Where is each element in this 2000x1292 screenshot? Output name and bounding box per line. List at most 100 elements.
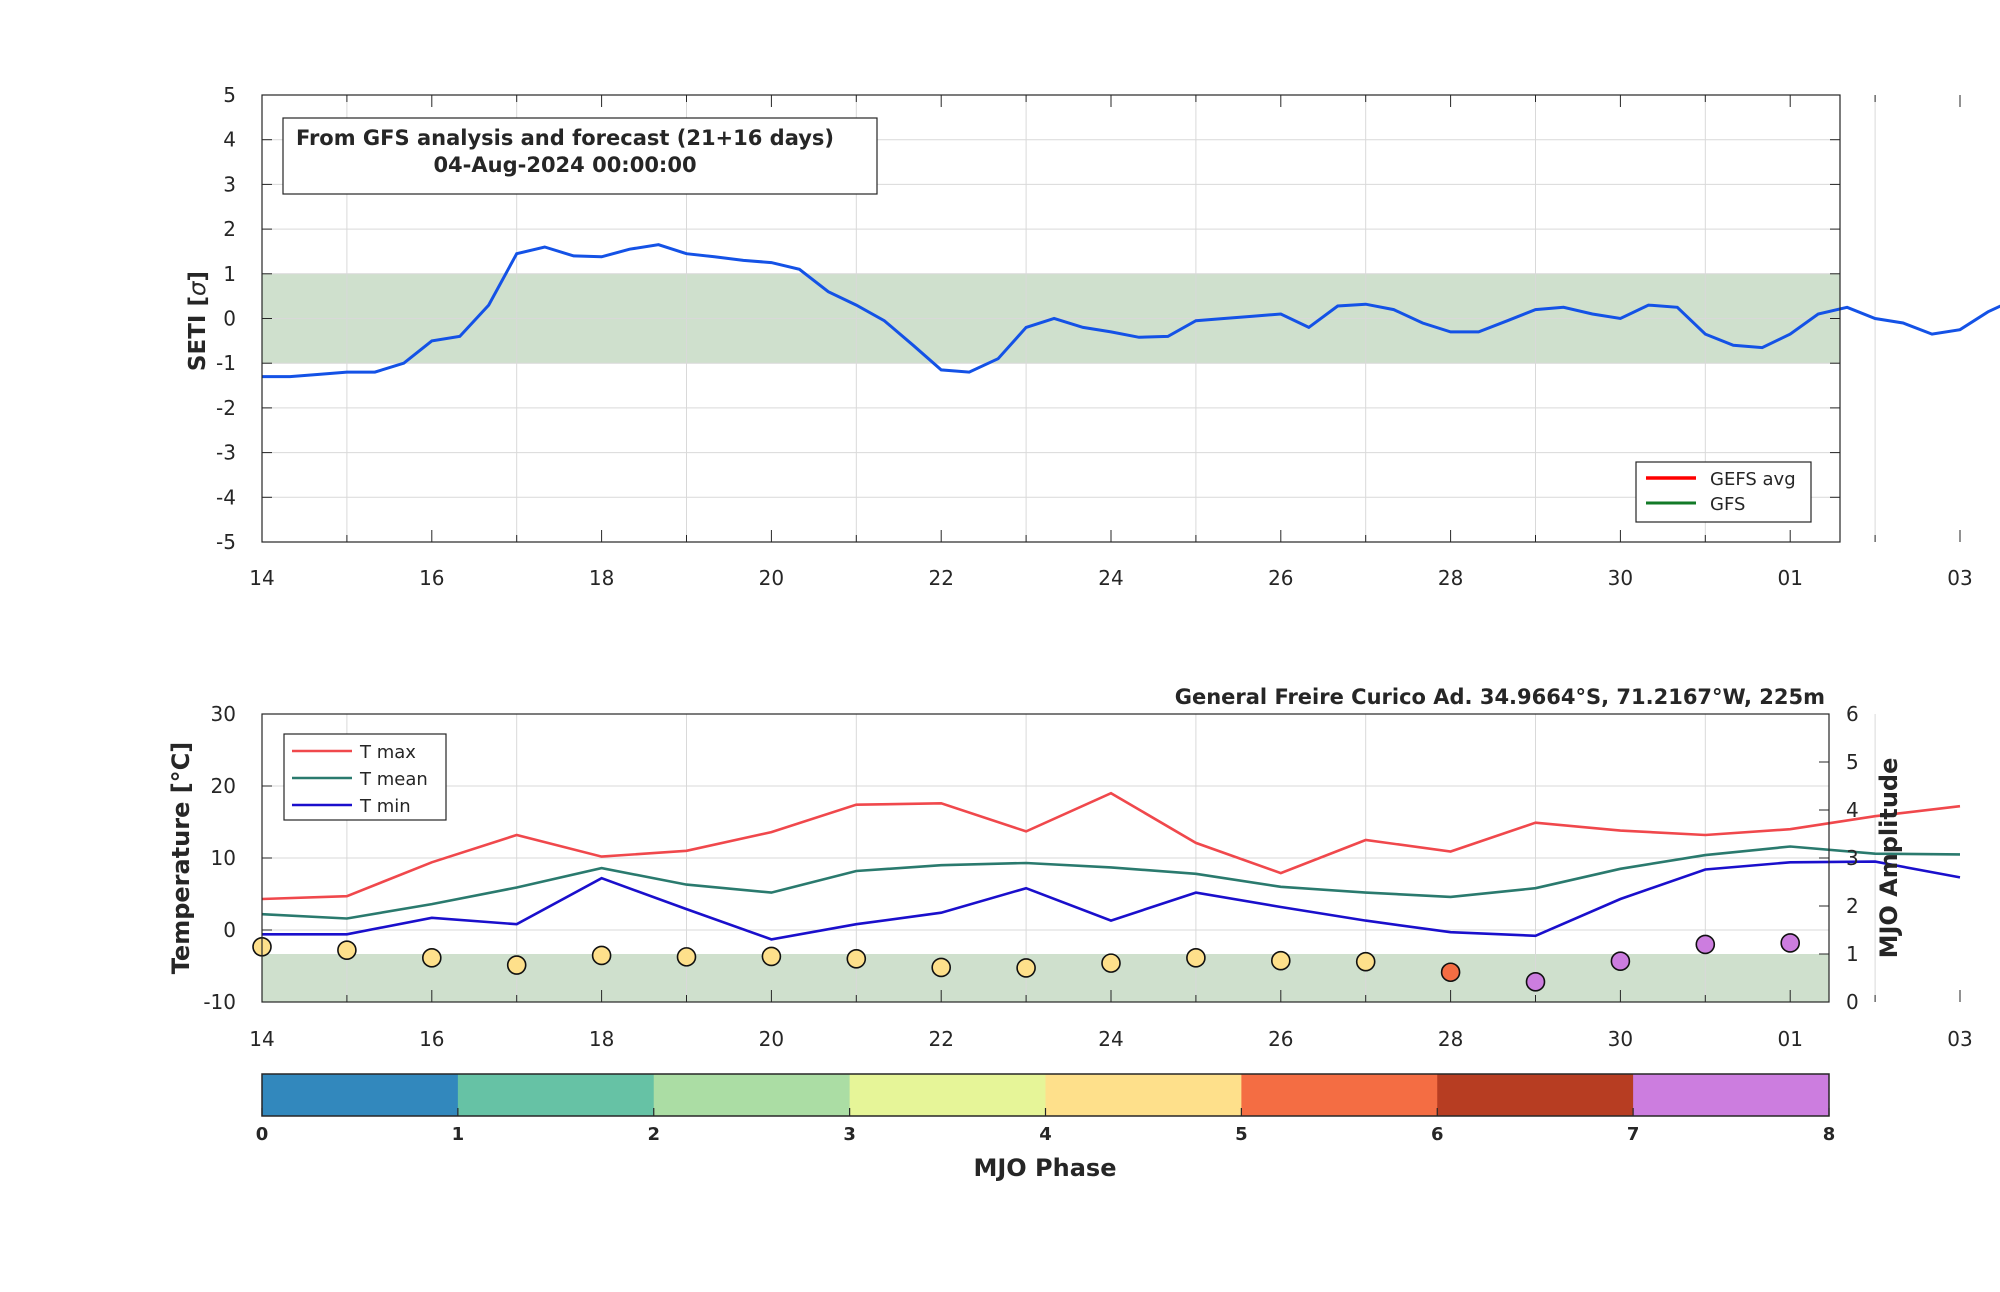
legend-label-tmax: T max <box>359 742 416 763</box>
y-tick-label: 10 <box>211 846 236 870</box>
y-tick-label: 0 <box>223 307 236 331</box>
y-tick-label: -3 <box>216 441 236 465</box>
x-tick-label: 03 <box>1947 1027 1972 1051</box>
mjo-point <box>421 948 442 968</box>
colorbar-tick-label: 4 <box>1039 1124 1052 1145</box>
x-tick-label: 22 <box>928 566 953 590</box>
temperature-series <box>261 791 1961 941</box>
y-tick-label: -1 <box>216 351 236 375</box>
x-tick-label: 01 <box>1777 566 1802 590</box>
colorbar-label: MJO Phase <box>973 1154 1116 1182</box>
mjo-point <box>1525 972 1546 992</box>
y-tick-label: 30 <box>211 702 236 726</box>
mjo-point <box>337 940 357 960</box>
legend-label-tmean: T mean <box>359 769 428 790</box>
info-box: From GFS analysis and forecast (21+16 da… <box>282 117 878 195</box>
x-tick-label: 16 <box>419 1027 444 1051</box>
mjo-point <box>846 948 867 969</box>
x-tick-label: 22 <box>928 1027 953 1051</box>
y2-tick-label: 0 <box>1846 990 1859 1014</box>
temperature-series-line <box>261 791 1961 901</box>
station-title: General Freire Curico Ad. 34.9664°S, 71.… <box>1175 685 1825 709</box>
temperature-panel: 3020100-10654321014161820222426283001030… <box>167 685 1973 1051</box>
x-tick-label: 28 <box>1438 566 1463 590</box>
colorbar-segment <box>457 1074 655 1116</box>
x-tick-label: 24 <box>1098 1027 1123 1051</box>
mjo-point <box>506 955 527 975</box>
x-tick-label: 30 <box>1608 1027 1633 1051</box>
seti-panel: 543210-1-2-3-4-5141618202224262830010305… <box>185 83 2000 590</box>
y-tick-label: 0 <box>223 918 236 942</box>
x-tick-label: 26 <box>1268 566 1293 590</box>
mjo-point <box>1101 953 1121 973</box>
mjo-weak-band <box>262 954 1829 1002</box>
y2-tick-label: 6 <box>1846 702 1859 726</box>
x-tick-label: 24 <box>1098 566 1123 590</box>
mjo-point <box>1780 933 1800 953</box>
colorbar-tick-label: 2 <box>647 1124 660 1145</box>
colorbar-segment <box>849 1074 1046 1116</box>
info-box-line-1: From GFS analysis and forecast (21+16 da… <box>296 126 834 150</box>
y-tick-label: 4 <box>223 128 236 152</box>
info-box-line-2: 04-Aug-2024 00:00:00 <box>433 153 696 177</box>
mjo-point <box>1610 951 1631 972</box>
temperature-series-line <box>261 845 1961 920</box>
y-tick-label: 2 <box>223 217 236 241</box>
colorbar-tick-label: 6 <box>1431 1124 1444 1145</box>
y-tick-label: -10 <box>203 990 236 1014</box>
temperature-ylabel: Temperature [°C] <box>167 742 195 975</box>
colorbar-ticks: 0 1 2 3 4 5 6 7 8 <box>256 1108 1836 1145</box>
mjo-point <box>1355 951 1376 972</box>
legend-label-gfs: GFS <box>1710 494 1745 515</box>
colorbar-tick-label: 5 <box>1235 1124 1248 1145</box>
y2-tick-label: 4 <box>1846 798 1859 822</box>
colorbar-tick-label: 8 <box>1823 1124 1836 1145</box>
mjo-point <box>591 945 612 966</box>
colorbar-segment <box>1437 1074 1634 1116</box>
x-tick-label: 14 <box>249 1027 274 1051</box>
x-tick-label: 16 <box>419 566 444 590</box>
y-tick-label: -5 <box>216 530 236 554</box>
mjo-point <box>931 957 952 978</box>
colorbar-tick-label: 1 <box>452 1124 465 1145</box>
y-tick-label: 20 <box>211 774 236 798</box>
seti-ylabel: SETI [σ] <box>185 271 211 371</box>
y-tick-label: -4 <box>216 485 236 509</box>
legend-label-tmin: T min <box>359 796 411 817</box>
colorbar-segments <box>262 1074 1830 1116</box>
temperature-series-line <box>262 860 1961 941</box>
y-tick-label: 3 <box>223 172 236 196</box>
y-tick-label: -2 <box>216 396 236 420</box>
legend-label-gefs-avg: GEFS avg <box>1710 469 1796 490</box>
colorbar-segment <box>1045 1074 1242 1116</box>
x-tick-label: 18 <box>589 1027 614 1051</box>
y2-tick-label: 3 <box>1846 846 1859 870</box>
x-tick-label: 28 <box>1438 1027 1463 1051</box>
mjo-points <box>252 933 1800 992</box>
x-tick-label: 26 <box>1268 1027 1293 1051</box>
y2-tick-label: 1 <box>1846 942 1859 966</box>
colorbar-segment <box>1241 1074 1438 1116</box>
x-tick-label: 14 <box>249 566 274 590</box>
y2-tick-label: 2 <box>1846 894 1859 918</box>
colorbar-segment <box>653 1074 851 1116</box>
colorbar-segment <box>1633 1074 1830 1116</box>
colorbar-tick-label: 3 <box>843 1124 856 1145</box>
mjo-phase-colorbar: 0 1 2 3 4 5 6 7 8 MJO Phase <box>256 1073 1836 1182</box>
y-tick-label: 1 <box>223 262 236 286</box>
mjo-amplitude-ylabel: MJO Amplitude <box>1875 758 1903 959</box>
mjo-point <box>761 946 782 967</box>
x-tick-label: 01 <box>1777 1027 1802 1051</box>
colorbar-tick-label: 0 <box>256 1124 269 1145</box>
mjo-point <box>1695 934 1716 955</box>
x-tick-label: 18 <box>589 566 614 590</box>
mjo-point <box>676 947 697 967</box>
mjo-point <box>1271 950 1291 971</box>
seti-axes: 543210-1-2-3-4-5141618202224262830010305… <box>216 83 1973 590</box>
x-tick-label: 03 <box>1947 566 1972 590</box>
x-tick-label: 30 <box>1608 566 1633 590</box>
mjo-point <box>1186 948 1206 968</box>
seti-analysis-line <box>262 243 2000 379</box>
colorbar-tick-label: 7 <box>1627 1124 1640 1145</box>
